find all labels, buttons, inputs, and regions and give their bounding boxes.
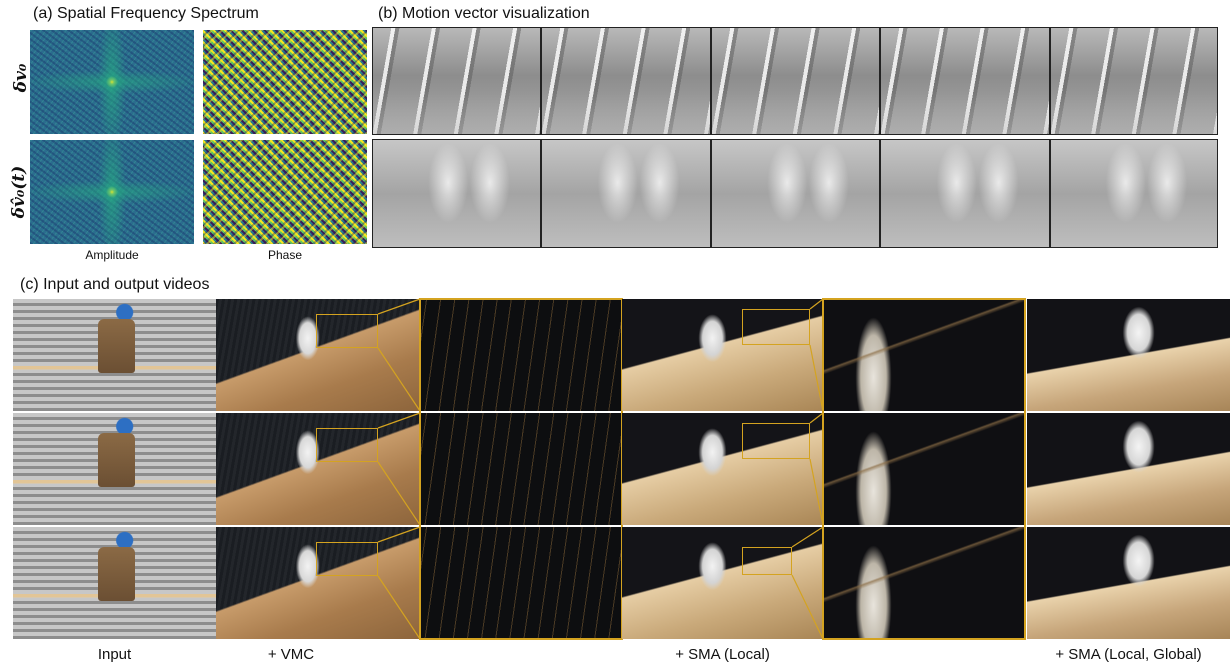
vmc-zoom-region-3: [316, 542, 378, 576]
vmc-zoom-region-2: [316, 428, 378, 462]
motion-vector-frame-row1-2: [541, 27, 711, 135]
sma-local-frame-3: [622, 527, 823, 639]
vmc-frame-2: [216, 413, 420, 525]
sma-local-zoom-1: [823, 299, 1025, 411]
motion-vector-frame-row2-4: [880, 139, 1050, 248]
panel-c-title: (c) Input and output videos: [20, 276, 210, 293]
amplitude-spectrum-row2: [30, 140, 194, 244]
sma-local-zoom-3: [823, 527, 1025, 639]
sma-local-frame-2: [622, 413, 823, 525]
amplitude-label: Amplitude: [85, 248, 139, 262]
phase-spectrum-row1: [203, 30, 367, 134]
input-frame-3: [13, 527, 216, 639]
vmc-zoom-3: [420, 527, 622, 639]
motion-vector-frame-row1-4: [880, 27, 1050, 135]
motion-vector-frame-row2-5: [1050, 139, 1218, 248]
vmc-zoom-frame: [419, 298, 623, 640]
label-sma-local-global: + SMA (Local, Global): [1055, 646, 1202, 663]
sma-local-zoom-region-2: [742, 423, 810, 459]
motion-vector-frame-row2-1: [372, 139, 541, 248]
amplitude-spectrum-row1: [30, 30, 194, 134]
vmc-zoom-2: [420, 413, 622, 525]
motion-vector-frame-row2-2: [541, 139, 711, 248]
sma-local-zoom-frame: [822, 298, 1026, 640]
sma-local-frame-1: [622, 299, 823, 411]
sma-local-zoom-region-1: [742, 309, 810, 345]
label-sma-local: + SMA (Local): [675, 646, 770, 663]
input-frame-1: [13, 299, 216, 411]
vmc-frame-1: [216, 299, 420, 411]
motion-vector-frame-row2-3: [711, 139, 880, 248]
phase-label: Phase: [267, 248, 303, 262]
vmc-zoom-1: [420, 299, 622, 411]
panel-b-title: (b) Motion vector visualization: [378, 5, 590, 22]
motion-vector-frame-row1-3: [711, 27, 880, 135]
label-vmc: + VMC: [267, 646, 315, 663]
sma-global-frame-1: [1027, 299, 1230, 411]
sma-local-zoom-2: [823, 413, 1025, 525]
panel-a-title: (a) Spatial Frequency Spectrum: [33, 5, 259, 22]
sma-global-frame-2: [1027, 413, 1230, 525]
motion-vector-frame-row1-1: [372, 27, 541, 135]
sma-local-zoom-region-3: [742, 547, 792, 575]
sma-global-frame-3: [1027, 527, 1230, 639]
input-frame-2: [13, 413, 216, 525]
vmc-frame-3: [216, 527, 420, 639]
vmc-zoom-region-1: [316, 314, 378, 348]
label-input: Input: [97, 646, 132, 663]
motion-vector-frame-row1-5: [1050, 27, 1218, 135]
phase-spectrum-row2: [203, 140, 367, 244]
